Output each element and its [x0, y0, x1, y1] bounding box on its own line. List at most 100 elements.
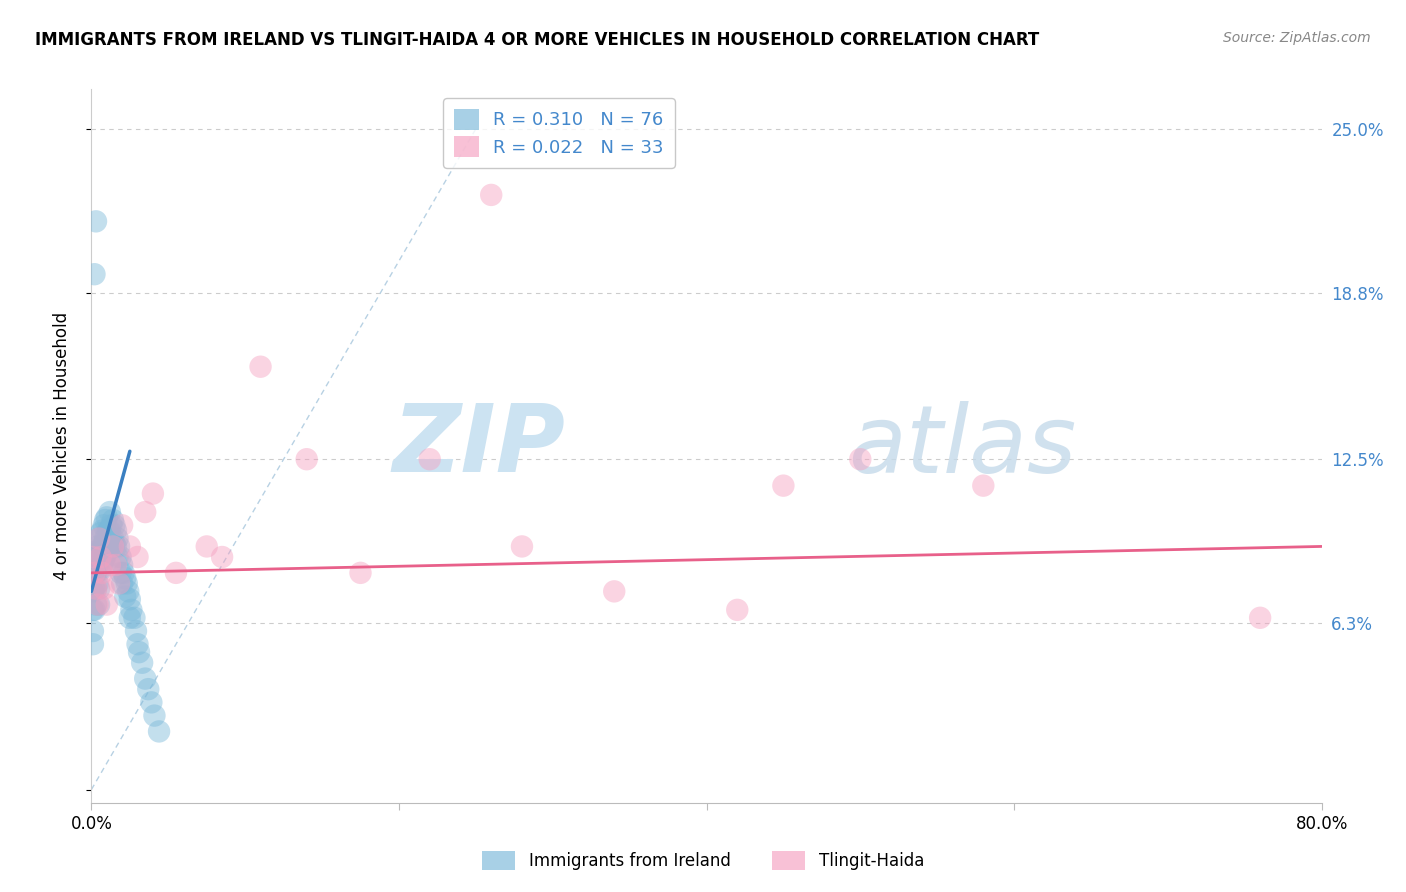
- Point: [96, 510, 118, 524]
- Point: [94, 549, 117, 564]
- Point: [107, 532, 129, 546]
- Point: [87, 598, 110, 612]
- Point: [101, 532, 124, 546]
- Point: [105, 524, 127, 538]
- Point: [82, 637, 104, 651]
- Point: [103, 537, 125, 551]
- Point: [93, 537, 115, 551]
- Point: [419, 452, 441, 467]
- Point: [82, 566, 104, 580]
- Point: [725, 603, 748, 617]
- Point: [86, 558, 108, 572]
- Point: [91, 540, 114, 554]
- Point: [849, 452, 872, 467]
- Point: [98, 505, 121, 519]
- Point: [84, 582, 107, 596]
- Point: [118, 611, 141, 625]
- Point: [100, 537, 122, 551]
- Point: [148, 724, 170, 739]
- Point: [103, 518, 125, 533]
- Point: [84, 582, 107, 596]
- Point: [115, 576, 138, 591]
- Point: [91, 524, 114, 538]
- Point: [90, 545, 112, 559]
- Point: [134, 505, 156, 519]
- Point: [136, 682, 159, 697]
- Point: [120, 603, 142, 617]
- Point: [124, 611, 146, 625]
- Point: [108, 576, 131, 591]
- Point: [112, 566, 135, 580]
- Point: [87, 563, 110, 577]
- Point: [111, 576, 134, 591]
- Text: Source: ZipAtlas.com: Source: ZipAtlas.com: [1223, 31, 1371, 45]
- Point: [84, 566, 107, 580]
- Point: [98, 540, 121, 554]
- Point: [86, 576, 108, 591]
- Point: [82, 603, 104, 617]
- Point: [91, 558, 114, 572]
- Point: [84, 214, 107, 228]
- Point: [93, 582, 115, 596]
- Point: [772, 478, 794, 492]
- Point: [96, 526, 118, 541]
- Point: [165, 566, 187, 580]
- Point: [101, 540, 124, 554]
- Point: [1249, 611, 1271, 625]
- Point: [84, 549, 107, 564]
- Point: [96, 598, 118, 612]
- Legend: Immigrants from Ireland, Tlingit-Haida: Immigrants from Ireland, Tlingit-Haida: [475, 844, 931, 877]
- Point: [82, 549, 104, 564]
- Point: [83, 582, 105, 596]
- Point: [111, 518, 134, 533]
- Point: [83, 566, 105, 580]
- Text: atlas: atlas: [848, 401, 1076, 491]
- Point: [128, 645, 150, 659]
- Legend: R = 0.310   N = 76, R = 0.022   N = 33: R = 0.310 N = 76, R = 0.022 N = 33: [443, 98, 675, 168]
- Point: [87, 545, 110, 559]
- Point: [110, 566, 132, 580]
- Point: [127, 549, 149, 564]
- Text: IMMIGRANTS FROM IRELAND VS TLINGIT-HAIDA 4 OR MORE VEHICLES IN HOUSEHOLD CORRELA: IMMIGRANTS FROM IRELAND VS TLINGIT-HAIDA…: [35, 31, 1039, 49]
- Point: [107, 549, 129, 564]
- Point: [101, 513, 124, 527]
- Point: [117, 584, 139, 599]
- Point: [93, 552, 115, 566]
- Point: [195, 540, 218, 554]
- Point: [87, 532, 110, 546]
- Point: [125, 624, 148, 638]
- Point: [142, 486, 165, 500]
- Point: [111, 558, 134, 572]
- Point: [96, 545, 118, 559]
- Point: [94, 513, 117, 527]
- Text: ZIP: ZIP: [392, 400, 565, 492]
- Point: [114, 590, 136, 604]
- Point: [83, 545, 105, 559]
- Point: [83, 563, 105, 577]
- Point: [295, 452, 318, 467]
- Point: [249, 359, 271, 374]
- Point: [90, 563, 112, 577]
- Y-axis label: 4 or more Vehicles in Household: 4 or more Vehicles in Household: [52, 312, 70, 580]
- Point: [83, 267, 105, 281]
- Point: [118, 592, 141, 607]
- Point: [90, 549, 112, 564]
- Point: [108, 540, 131, 554]
- Point: [86, 598, 108, 612]
- Point: [90, 526, 112, 541]
- Point: [143, 708, 166, 723]
- Point: [86, 540, 108, 554]
- Point: [97, 524, 120, 538]
- Point: [105, 540, 127, 554]
- Point: [83, 603, 105, 617]
- Point: [349, 566, 371, 580]
- Point: [105, 558, 127, 572]
- Point: [118, 540, 141, 554]
- Point: [479, 188, 502, 202]
- Point: [141, 695, 163, 709]
- Point: [94, 532, 117, 546]
- Point: [82, 624, 104, 638]
- Point: [510, 540, 533, 554]
- Point: [211, 549, 233, 564]
- Point: [131, 656, 153, 670]
